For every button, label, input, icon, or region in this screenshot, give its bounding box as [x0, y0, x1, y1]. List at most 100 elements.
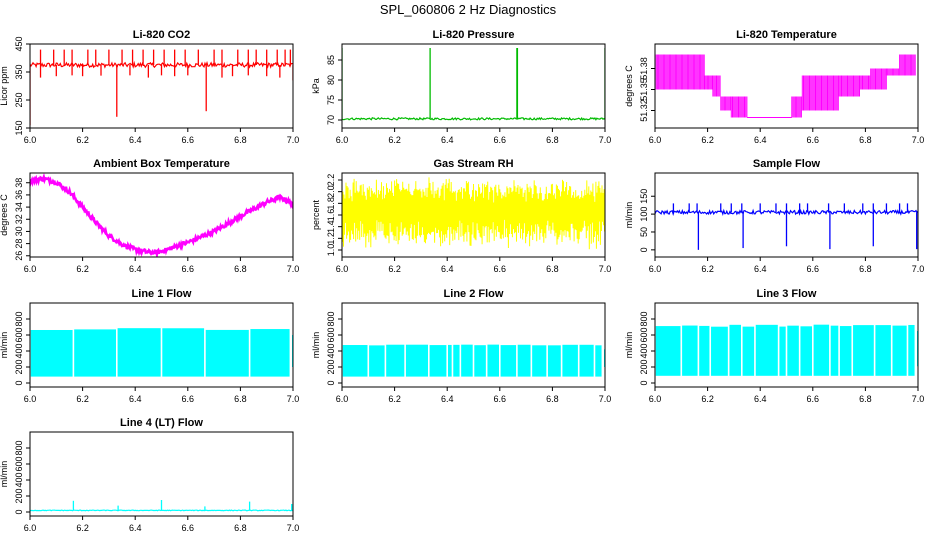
y-tick-label: 400 — [14, 343, 24, 358]
y-tick-label: 2.0 — [326, 185, 336, 198]
x-tick-label: 6.4 — [441, 264, 454, 274]
x-tick-label: 6.0 — [649, 394, 662, 404]
series-line3 — [655, 324, 918, 376]
data-block — [892, 325, 907, 376]
data-band — [655, 54, 705, 90]
y-axis-label: degrees C — [0, 194, 9, 236]
x-tick-label: 6.8 — [546, 394, 559, 404]
chart-title: Ambient Box Temperature — [93, 158, 230, 170]
x-tick-label: 6.4 — [754, 394, 767, 404]
x-tick-label: 6.8 — [234, 394, 247, 404]
x-tick-label: 7.0 — [599, 394, 612, 404]
chart-title: Line 3 Flow — [757, 288, 817, 300]
x-tick-label: 7.0 — [287, 135, 300, 145]
data-band — [885, 68, 899, 76]
chart-title: Li-820 Pressure — [433, 29, 515, 41]
figure-title: SPL_060806 2 Hz Diagnostics — [379, 2, 557, 17]
y-tick-label: 800 — [14, 440, 24, 455]
y-tick-label: 600 — [14, 456, 24, 471]
y-tick-label: 250 — [14, 92, 24, 107]
y-tick-label: 34 — [14, 202, 24, 212]
x-tick-label: 6.2 — [76, 135, 89, 145]
data-block — [547, 345, 561, 377]
chart-title: Gas Stream RH — [433, 158, 513, 170]
x-tick-label: 6.0 — [649, 264, 662, 274]
y-tick-label: 32 — [14, 214, 24, 224]
y-tick-label: 400 — [14, 472, 24, 487]
y-axis-label: ml/min — [311, 332, 321, 359]
plot-frame — [29, 43, 294, 129]
x-tick-label: 6.2 — [701, 394, 714, 404]
chart-rh: Gas Stream RH percent 6.0 6.2 6.4 6.6 6.8 7.0 1.… — [311, 158, 611, 274]
data-band — [730, 96, 748, 118]
x-tick-label: 7.0 — [599, 264, 612, 274]
y-tick-label: 200 — [14, 359, 24, 374]
data-block — [369, 345, 385, 377]
y-tick-label: 350 — [14, 64, 24, 79]
x-tick-label: 6.4 — [129, 135, 142, 145]
y-tick-label: 0 — [326, 380, 336, 385]
data-band — [838, 75, 860, 97]
data-block — [532, 345, 547, 377]
x-tick-label: 6.8 — [546, 135, 559, 145]
data-block — [500, 345, 517, 377]
y-tick-label: 51.38 — [639, 57, 649, 80]
x-tick-label: 6.8 — [234, 135, 247, 145]
data-band — [870, 68, 887, 90]
x-tick-label: 6.2 — [701, 264, 714, 274]
y-tick-label: 1.2 — [326, 232, 336, 245]
y-tick-label: 30 — [14, 226, 24, 236]
y-tick-label: 450 — [14, 36, 24, 51]
x-tick-label: 6.6 — [182, 264, 195, 274]
x-tick-label: 6.4 — [129, 264, 142, 274]
x-tick-label: 6.8 — [859, 394, 872, 404]
chart-pressure: Li-820 Pressure kPa 6.0 6.2 6.4 6.6 6.8 7.0 70 75… — [311, 29, 611, 145]
y-tick-label: 200 — [14, 488, 24, 503]
x-tick-label: 6.8 — [859, 264, 872, 274]
y-tick-label: 100 — [639, 207, 649, 222]
data-band — [791, 96, 802, 118]
x-tick-label: 6.4 — [441, 394, 454, 404]
data-block — [787, 325, 799, 376]
y-axis-label: kPa — [311, 78, 321, 94]
y-axis-label: ml/min — [0, 461, 9, 488]
x-tick-label: 6.0 — [336, 135, 349, 145]
x-tick-label: 6.2 — [388, 264, 401, 274]
y-tick-label: 51.35 — [639, 78, 649, 101]
x-tick-label: 6.0 — [649, 135, 662, 145]
x-tick-label: 6.0 — [24, 264, 37, 274]
chart-title: Li-820 CO2 — [133, 29, 190, 41]
chart-line1: Line 1 Flow ml/min 6.0 6.2 6.4 6.6 6.8 7.0 0 2004… — [0, 288, 299, 404]
plot-frame — [654, 302, 919, 388]
data-block — [853, 325, 874, 376]
chart-title: Li-820 Temperature — [736, 29, 837, 41]
plot-frame — [29, 172, 294, 258]
data-block — [342, 345, 368, 377]
series-line1 — [30, 328, 293, 377]
y-tick-label: 51.32 — [639, 99, 649, 122]
chart-title: Line 4 (LT) Flow — [120, 417, 203, 429]
data-block — [839, 326, 852, 376]
x-tick-label: 6.6 — [182, 523, 195, 533]
y-axis-label: ml/min — [624, 202, 634, 229]
chart-line2: Line 2 Flow ml/min 6.0 6.2 6.4 6.6 6.8 7.0 0 2004… — [311, 288, 611, 404]
data-block — [755, 324, 778, 376]
y-tick-label: 75 — [326, 95, 336, 105]
data-band — [801, 75, 839, 111]
chart-title: Line 2 Flow — [444, 288, 504, 300]
x-tick-label: 6.0 — [24, 135, 37, 145]
series-rh — [342, 177, 605, 250]
data-block — [405, 344, 428, 377]
y-axis-label: ml/min — [0, 332, 9, 359]
y-tick-label: 85 — [326, 55, 336, 65]
x-tick-label: 7.0 — [912, 135, 925, 145]
data-block — [711, 326, 728, 376]
x-tick-label: 7.0 — [599, 135, 612, 145]
data-block — [474, 345, 486, 377]
x-tick-label: 7.0 — [912, 394, 925, 404]
chart-line4: Line 4 (LT) Flow ml/min 6.0 6.2 6.4 6.6 6.8 7.0… — [0, 417, 299, 533]
y-tick-label: 600 — [639, 327, 649, 342]
y-tick-label: 1.0 — [326, 244, 336, 257]
series-sample — [655, 203, 918, 250]
y-tick-label: 150 — [14, 120, 24, 135]
